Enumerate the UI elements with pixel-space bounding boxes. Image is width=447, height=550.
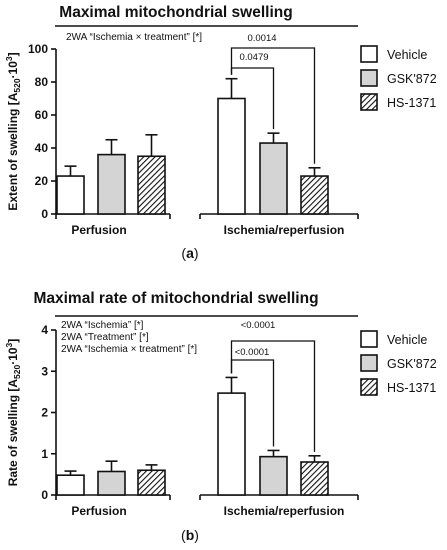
y-tick-label: 2 bbox=[41, 406, 48, 420]
y-tick-label: 60 bbox=[35, 108, 49, 122]
legend-swatch bbox=[360, 69, 378, 87]
bar bbox=[56, 474, 85, 496]
p-value: 0.0479 bbox=[239, 52, 268, 63]
panel-label: (a) bbox=[181, 245, 198, 261]
bar bbox=[217, 392, 246, 496]
y-tick-label: 0 bbox=[41, 207, 48, 221]
y-tick-label: 20 bbox=[35, 174, 49, 188]
legend-label: Vehicle bbox=[387, 48, 427, 62]
p-value: <0.0001 bbox=[235, 347, 270, 358]
bar bbox=[97, 470, 126, 496]
y-tick-label: 40 bbox=[35, 141, 49, 155]
legend-swatch bbox=[360, 354, 378, 372]
bar bbox=[259, 142, 288, 215]
panel-label: (b) bbox=[181, 527, 199, 543]
x-category-label: Perfusion bbox=[71, 223, 126, 237]
bar bbox=[56, 175, 85, 215]
bar bbox=[300, 175, 329, 215]
y-tick-label: 100 bbox=[28, 42, 48, 56]
x-category-label: Perfusion bbox=[71, 504, 126, 518]
y-tick-label: 0 bbox=[41, 488, 48, 502]
legend-swatch bbox=[360, 45, 378, 63]
stat-annotation: 2WA “Ischemia” [*] bbox=[61, 320, 144, 331]
bar bbox=[97, 153, 126, 215]
chart-title: Maximal rate of mitochondrial swelling bbox=[33, 290, 318, 307]
x-category-label: Ischemia/reperfusion bbox=[224, 223, 345, 237]
legend-swatch bbox=[360, 330, 378, 348]
legend-label: GSK'872 bbox=[387, 357, 437, 371]
legend-label: HS-1371 bbox=[387, 96, 436, 110]
stat-annotation: 2WA “Ischemia × treatment” [*] bbox=[66, 32, 202, 43]
y-tick-label: 1 bbox=[41, 447, 48, 461]
y-tick-label: 3 bbox=[41, 364, 48, 378]
y-tick-label: 80 bbox=[35, 75, 49, 89]
stat-annotation: 2WA “Treatment” [*] bbox=[61, 332, 149, 343]
legend-label: HS-1371 bbox=[387, 381, 436, 395]
p-value: 0.0014 bbox=[247, 33, 276, 44]
bar bbox=[217, 97, 246, 215]
y-tick-label: 4 bbox=[41, 323, 48, 337]
significance-bracket bbox=[230, 340, 316, 452]
chart-panel-a: Maximal mitochondrial swelling 2WA “Ische… bbox=[4, 4, 437, 261]
bar bbox=[259, 455, 288, 496]
bar bbox=[137, 155, 166, 215]
p-value: <0.0001 bbox=[241, 320, 276, 331]
x-category-label: Ischemia/reperfusion bbox=[224, 504, 345, 518]
stat-annotation: 2WA “Ischemia × treatment” [*] bbox=[61, 344, 197, 355]
legend-label: GSK'872 bbox=[387, 72, 437, 86]
chart-panel-b: Maximal rate of mitochondrial swelling 2W… bbox=[4, 290, 437, 543]
bar bbox=[300, 461, 329, 496]
chart-title: Maximal mitochondrial swelling bbox=[59, 4, 292, 21]
significance-bracket bbox=[230, 47, 316, 164]
legend-swatch bbox=[360, 378, 378, 396]
legend-swatch bbox=[360, 93, 378, 111]
legend-label: Vehicle bbox=[387, 333, 427, 347]
bar bbox=[137, 469, 166, 496]
y-axis-label: Rate of swelling [A520·103] bbox=[4, 339, 22, 487]
y-axis-label: Extent of swelling [A520·103] bbox=[4, 52, 22, 210]
